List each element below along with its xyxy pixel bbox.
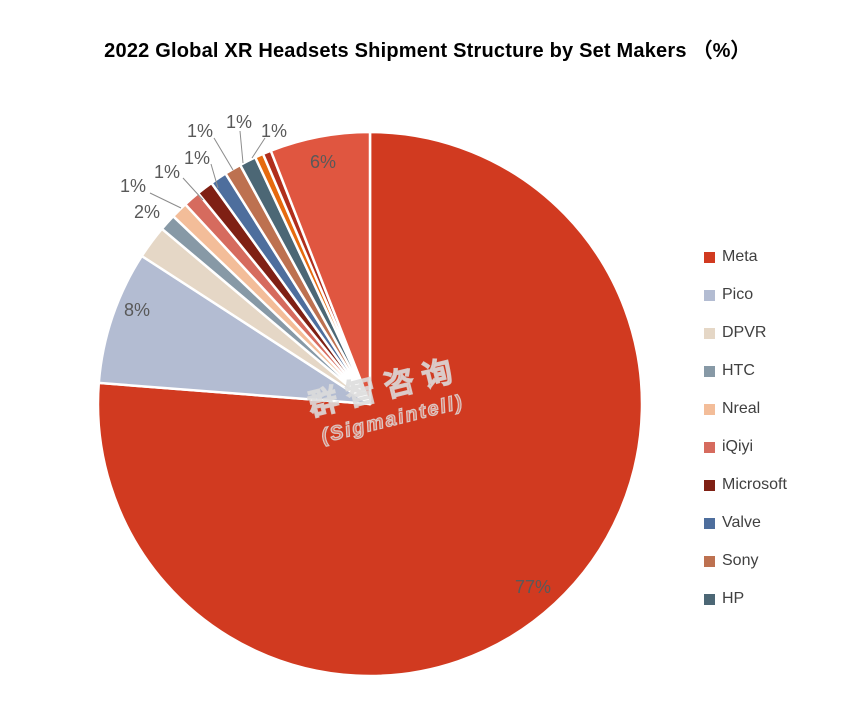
legend-label: Sony — [722, 552, 759, 569]
legend-label: Nreal — [722, 400, 761, 417]
legend-item-pico: Pico — [704, 276, 787, 314]
legend-label: HP — [722, 590, 745, 607]
label-leader-line — [210, 163, 219, 189]
legend-swatch — [704, 441, 715, 453]
slice-value-label: 77% — [515, 577, 551, 597]
slice-value-label: 1% — [154, 162, 180, 182]
legend-swatch — [704, 555, 715, 567]
pie-slice-pico — [97, 254, 372, 406]
legend-label: HTC — [722, 362, 755, 379]
legend: Meta Pico DPVR HTC Nreal iQiyi Microsoft… — [704, 238, 787, 618]
legend-label: Pico — [722, 286, 754, 303]
legend-item-hp: HP — [704, 580, 787, 618]
label-leader-line — [182, 177, 204, 201]
legend-swatch — [704, 251, 715, 263]
slice-value-label: 1% — [261, 121, 287, 141]
legend-item-meta: Meta — [704, 238, 787, 276]
label-leader-line — [149, 192, 182, 209]
legend-item-microsoft: Microsoft — [704, 466, 787, 504]
slice-value-label: 6% — [310, 152, 336, 172]
legend-label: DPVR — [722, 324, 767, 341]
legend-item-htc: HTC — [704, 352, 787, 390]
legend-item-nreal: Nreal — [704, 390, 787, 428]
legend-swatch — [704, 403, 715, 415]
label-leader-line — [239, 130, 244, 164]
legend-label: iQiyi — [722, 438, 754, 455]
label-leader-line — [213, 137, 234, 171]
label-leader-line — [251, 137, 266, 159]
legend-item-dpvr: DPVR — [704, 314, 787, 352]
legend-label: Microsoft — [722, 476, 787, 493]
slice-value-label: 1% — [187, 121, 213, 141]
legend-swatch — [704, 327, 715, 339]
legend-item-valve: Valve — [704, 504, 787, 542]
slice-value-label: 1% — [226, 112, 252, 132]
slice-value-label: 1% — [120, 176, 146, 196]
legend-swatch — [704, 479, 715, 491]
pie-slice-unlabeled-12 — [269, 130, 372, 406]
legend-swatch — [704, 593, 715, 605]
legend-label: Valve — [722, 514, 761, 531]
legend-swatch — [704, 289, 715, 301]
legend-item-iqiyi: iQiyi — [704, 428, 787, 466]
legend-item-sony: Sony — [704, 542, 787, 580]
legend-swatch — [704, 517, 715, 529]
slice-value-label: 8% — [124, 300, 150, 320]
slice-value-label: 2% — [134, 202, 160, 222]
legend-swatch — [704, 365, 715, 377]
legend-label: Meta — [722, 248, 758, 265]
chart-title: 2022 Global XR Headsets Shipment Structu… — [104, 40, 751, 62]
slice-value-label: 1% — [184, 148, 210, 168]
